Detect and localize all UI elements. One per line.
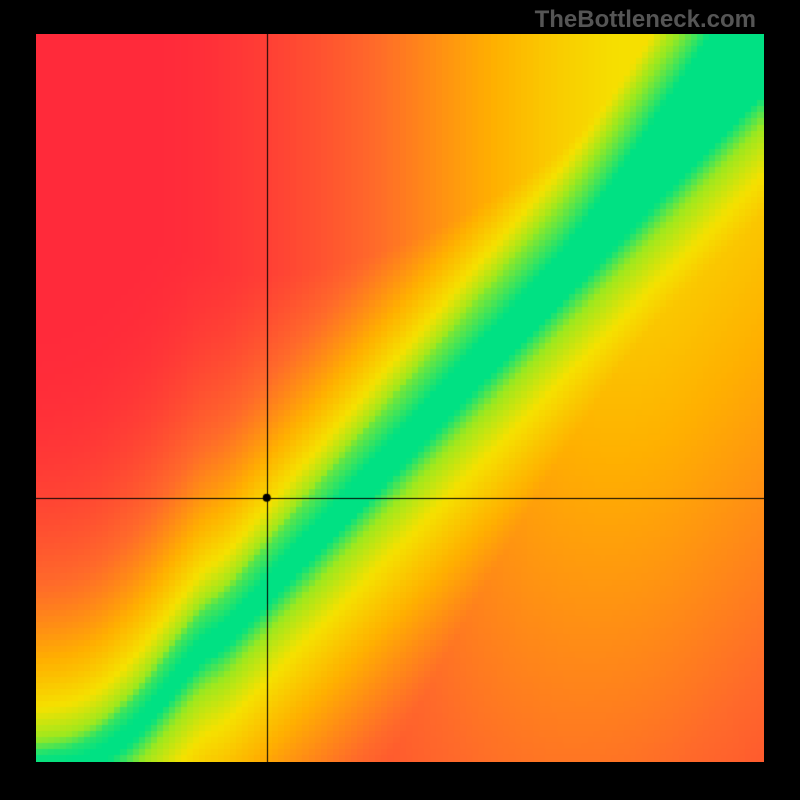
bottleneck-heatmap (36, 34, 764, 762)
watermark-text: TheBottleneck.com (535, 6, 756, 34)
chart-container: TheBottleneck.com (0, 0, 800, 800)
